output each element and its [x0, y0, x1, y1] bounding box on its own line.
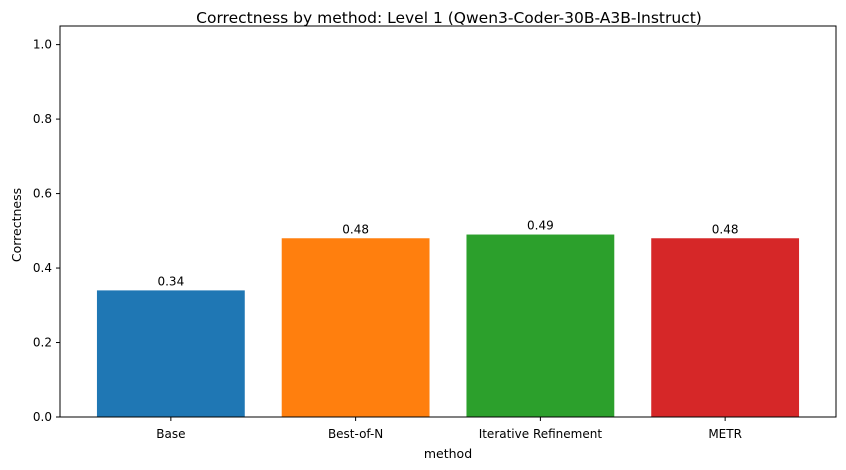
chart-title: Correctness by method: Level 1 (Qwen3-Co… — [196, 9, 702, 27]
x-tick-label: Best-of-N — [328, 427, 383, 441]
data-labels-group: 0.34 0.48 0.49 0.48 — [157, 219, 738, 289]
y-axis-label: Correctness — [9, 188, 24, 262]
bar-value-label: 0.49 — [527, 219, 554, 233]
y-axis-ticks: 0.0 0.2 0.4 0.6 0.8 1.0 — [33, 38, 60, 424]
x-tick-label: Base — [156, 427, 185, 441]
bar-iterative-refinement — [466, 234, 615, 417]
y-tick-label: 0.6 — [33, 187, 52, 201]
y-tick-label: 0.4 — [33, 261, 52, 275]
y-tick-label: 1.0 — [33, 38, 52, 52]
bar-value-label: 0.48 — [712, 222, 739, 236]
bar-best-of-n — [281, 238, 430, 417]
y-tick-label: 0.2 — [33, 336, 52, 350]
x-axis-label: method — [424, 446, 472, 461]
y-tick-label: 0.0 — [33, 410, 52, 424]
bar-metr — [651, 238, 800, 417]
y-tick-label: 0.8 — [33, 112, 52, 126]
bars-group — [96, 234, 800, 417]
bar-base — [96, 290, 245, 417]
x-tick-label: METR — [708, 427, 742, 441]
x-tick-label: Iterative Refinement — [479, 427, 603, 441]
bar-value-label: 0.48 — [342, 222, 369, 236]
plot-frame — [59, 25, 837, 418]
x-axis-ticks: Base Best-of-N Iterative Refinement METR — [156, 417, 742, 441]
bar-value-label: 0.34 — [157, 274, 184, 288]
